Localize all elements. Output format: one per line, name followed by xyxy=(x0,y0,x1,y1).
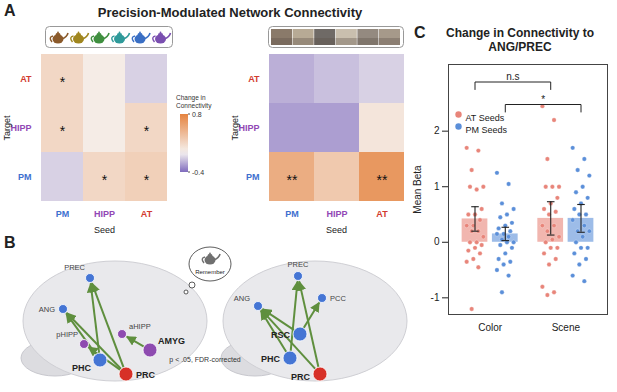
svg-text:1: 1 xyxy=(434,181,440,192)
svg-text:PRC: PRC xyxy=(291,372,311,382)
html-text:Precision-Modulated Network Co: Precision-Modulated Network Connectivity xyxy=(97,5,363,20)
svg-text:0.8: 0.8 xyxy=(192,111,202,118)
svg-text:2: 2 xyxy=(434,125,440,136)
svg-text:AMYG: AMYG xyxy=(158,336,185,346)
svg-text:HIPP: HIPP xyxy=(10,123,31,133)
svg-text:PM: PM xyxy=(246,172,260,182)
svg-text:-0.4: -0.4 xyxy=(192,169,204,176)
svg-text:PM: PM xyxy=(285,209,299,219)
html-text:C: C xyxy=(414,24,426,41)
svg-text:*: * xyxy=(144,123,150,139)
html-text:A: A xyxy=(4,2,16,19)
svg-text:pHIPP: pHIPP xyxy=(56,330,78,339)
svg-text:PHC: PHC xyxy=(261,354,281,364)
svg-text:AT: AT xyxy=(20,74,32,84)
svg-text:PCC: PCC xyxy=(330,294,346,303)
svg-text:Color: Color xyxy=(478,322,503,333)
svg-text:Scene: Scene xyxy=(552,322,581,333)
svg-text:*: * xyxy=(60,74,66,90)
svg-text:Seed: Seed xyxy=(326,225,347,235)
svg-text:AT: AT xyxy=(141,209,153,219)
svg-text:Change in: Change in xyxy=(176,94,206,102)
svg-text:aHIPP: aHIPP xyxy=(129,322,151,331)
svg-text:**: ** xyxy=(377,172,388,188)
html-text:B: B xyxy=(4,234,16,251)
svg-text:Seed: Seed xyxy=(94,225,115,235)
svg-text:PREC: PREC xyxy=(288,260,309,269)
svg-text:PM: PM xyxy=(18,172,32,182)
svg-text:*: * xyxy=(144,172,150,188)
svg-text:PHC: PHC xyxy=(72,363,92,373)
svg-text:p < .05, FDR-corrected: p < .05, FDR-corrected xyxy=(169,356,240,364)
svg-text:-1: -1 xyxy=(431,292,440,303)
html-text:Change in Connectivity to ANG/: Change in Connectivity to ANG/PREC xyxy=(446,26,594,54)
svg-text:AT Seeds: AT Seeds xyxy=(466,113,505,123)
svg-text:HIPP: HIPP xyxy=(94,209,115,219)
svg-text:PM Seeds: PM Seeds xyxy=(466,125,508,135)
svg-text:*: * xyxy=(541,94,545,105)
svg-text:AT: AT xyxy=(248,74,260,84)
svg-text:n.s: n.s xyxy=(506,71,519,82)
svg-text:*: * xyxy=(102,172,108,188)
svg-text:Remember: Remember xyxy=(195,269,225,275)
svg-text:HIPP: HIPP xyxy=(326,209,347,219)
svg-text:RSC: RSC xyxy=(271,330,291,340)
svg-text:PRC: PRC xyxy=(136,370,156,380)
svg-text:Mean Beta: Mean Beta xyxy=(412,165,423,214)
svg-text:ANG: ANG xyxy=(39,305,55,314)
svg-text:PM: PM xyxy=(56,209,70,219)
svg-text:Target: Target xyxy=(2,115,12,141)
svg-text:ANG: ANG xyxy=(234,294,250,303)
svg-text:Connectivity: Connectivity xyxy=(176,102,212,110)
svg-text:**: ** xyxy=(287,172,298,188)
svg-text:HIPP: HIPP xyxy=(238,123,259,133)
svg-text:Target: Target xyxy=(230,115,240,141)
svg-text:PREC: PREC xyxy=(64,263,85,272)
svg-text:*: * xyxy=(60,123,66,139)
svg-text:0: 0 xyxy=(434,236,440,247)
svg-text:AT: AT xyxy=(376,209,388,219)
